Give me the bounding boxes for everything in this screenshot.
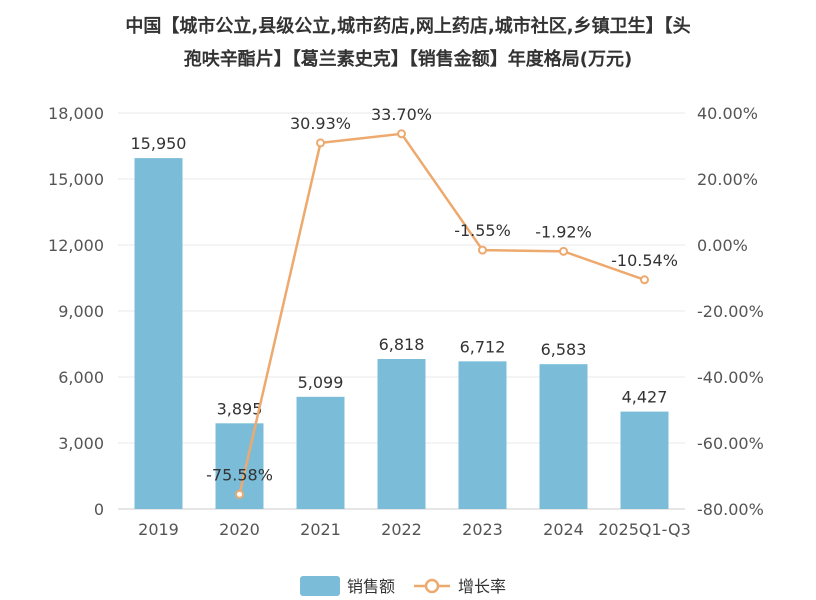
growth-point: [235, 489, 244, 499]
bar-label: 15,950: [131, 134, 187, 153]
growth-point: [316, 138, 325, 148]
chart-title-line-2: 孢呋辛酯片】【葛兰素史克】【销售金额】年度格局(万元): [183, 49, 633, 70]
bar: [458, 361, 507, 509]
left-axis-tick: 6,000: [58, 368, 104, 387]
growth-line: [238, 132, 645, 495]
bar-label: 6,818: [379, 335, 425, 354]
growth-label: 33.70%: [371, 105, 432, 124]
x-axis-tick: 2020: [219, 520, 260, 539]
x-axis-tick: 2022: [381, 520, 422, 539]
left-axis-tick: 3,000: [58, 434, 104, 453]
bar: [377, 359, 426, 509]
growth-label: 30.93%: [290, 114, 351, 133]
x-axis-tick: 2023: [462, 520, 503, 539]
legend-bar-label: 销售额: [347, 577, 395, 596]
bar-label: 6,583: [541, 340, 587, 359]
bar: [539, 364, 588, 509]
x-axis-tick: 2021: [300, 520, 341, 539]
right-axis-tick: 40.00%: [697, 104, 758, 123]
left-axis-tick: 15,000: [48, 170, 104, 189]
chart-title-line-1: 中国【城市公立,县级公立,城市药店,网上药店,城市社区,乡镇卫生】【头: [125, 16, 691, 37]
legend-line-marker: [424, 578, 440, 594]
x-axis-tick: 2019: [138, 520, 179, 539]
left-axis-tick: 12,000: [48, 236, 104, 255]
bar-label: 3,895: [217, 399, 263, 418]
right-axis-tick: -40.00%: [697, 368, 764, 387]
legend-line-label: 增长率: [458, 577, 506, 596]
right-axis-tick: 0.00%: [697, 236, 748, 255]
right-axis-tick: -20.00%: [697, 302, 764, 321]
bar-label: 5,099: [298, 373, 344, 392]
growth-point: [640, 275, 649, 285]
growth-point: [478, 245, 487, 255]
growth-point: [559, 246, 568, 256]
growth-label: -75.58%: [206, 465, 273, 484]
left-axis-tick: 0: [94, 500, 104, 519]
right-axis-tick: -60.00%: [697, 434, 764, 453]
bar-label: 4,427: [622, 388, 668, 407]
bar: [296, 396, 345, 509]
x-axis-tick: 2024: [543, 520, 584, 539]
growth-label: -10.54%: [611, 251, 678, 270]
bar-label: 6,712: [460, 337, 506, 356]
growth-label: -1.55%: [454, 221, 511, 240]
growth-label: -1.92%: [535, 222, 592, 241]
bar: [134, 158, 183, 509]
right-axis-tick: -80.00%: [697, 500, 764, 519]
growth-point: [397, 129, 406, 139]
left-axis-tick: 18,000: [48, 104, 104, 123]
right-axis-tick: 20.00%: [697, 170, 758, 189]
x-axis-tick: 2025Q1-Q3: [598, 520, 691, 539]
left-axis-tick: 9,000: [58, 302, 104, 321]
legend-bar-swatch: [300, 576, 340, 596]
bar: [620, 411, 669, 509]
chart-title: 中国【城市公立,县级公立,城市药店,网上药店,城市社区,乡镇卫生】【头 孢呋辛酯…: [0, 10, 816, 76]
